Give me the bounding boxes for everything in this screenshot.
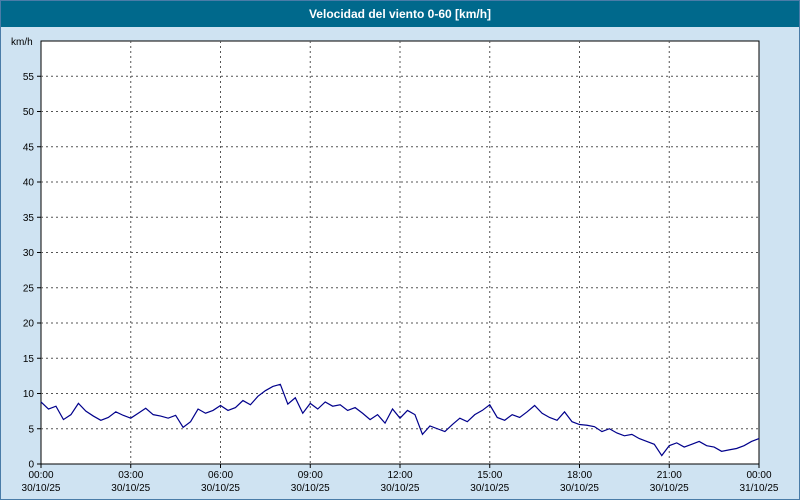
x-tick-time-label: 18:00 xyxy=(567,470,592,481)
y-tick-label: 0 xyxy=(28,460,34,471)
y-tick-label: 45 xyxy=(23,142,35,153)
x-tick-time-label: 03:00 xyxy=(118,470,143,481)
y-tick-label: 20 xyxy=(23,319,35,330)
x-tick-date-label: 30/10/25 xyxy=(201,483,240,494)
x-tick-time-label: 00:00 xyxy=(28,470,53,481)
y-tick-label: 50 xyxy=(23,107,35,118)
y-tick-label: 35 xyxy=(23,213,35,224)
wind-speed-line xyxy=(40,383,760,457)
y-tick-label: 55 xyxy=(23,72,35,83)
y-tick-label: 15 xyxy=(23,354,35,365)
x-tick-date-label: 30/10/25 xyxy=(22,483,61,494)
y-tick-label: 10 xyxy=(23,389,35,400)
y-tick-label: 25 xyxy=(23,283,35,294)
x-tick-time-label: 09:00 xyxy=(298,470,323,481)
x-tick-time-label: 06:00 xyxy=(208,470,233,481)
x-tick-date-label: 30/10/25 xyxy=(470,483,509,494)
x-tick-date-label: 30/10/25 xyxy=(560,483,599,494)
x-tick-date-label: 31/10/25 xyxy=(740,483,779,494)
x-tick-date-label: 30/10/25 xyxy=(381,483,420,494)
x-tick-time-label: 12:00 xyxy=(387,470,412,481)
chart-title: Velocidad del viento 0-60 [km/h] xyxy=(1,1,799,27)
y-tick-label: 40 xyxy=(23,178,35,189)
x-tick-date-label: 30/10/25 xyxy=(291,483,330,494)
x-tick-time-label: 21:00 xyxy=(657,470,682,481)
y-tick-label: 5 xyxy=(28,424,34,435)
x-tick-time-label: 15:00 xyxy=(477,470,502,481)
x-tick-date-label: 30/10/25 xyxy=(650,483,689,494)
y-axis-unit-label: km/h xyxy=(11,37,33,48)
y-tick-label: 30 xyxy=(23,248,35,259)
x-tick-date-label: 30/10/25 xyxy=(111,483,150,494)
x-tick-time-label: 00:00 xyxy=(746,470,771,481)
